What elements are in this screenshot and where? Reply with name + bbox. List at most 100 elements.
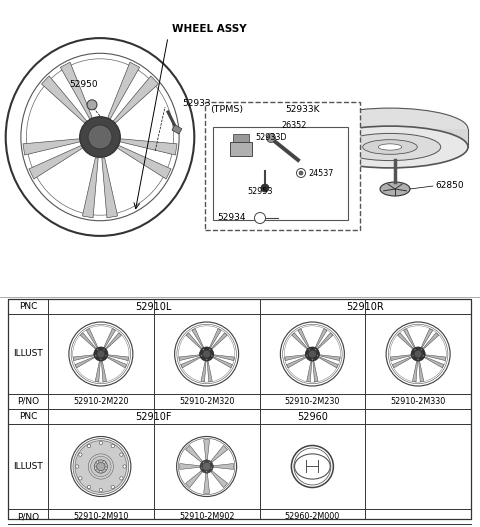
Bar	[306, 460, 307, 473]
Polygon shape	[117, 145, 171, 179]
Polygon shape	[204, 440, 210, 460]
Text: 52933D: 52933D	[255, 133, 287, 142]
Polygon shape	[201, 360, 206, 382]
Text: ILLUST: ILLUST	[13, 349, 43, 358]
Circle shape	[209, 462, 210, 463]
Circle shape	[71, 436, 131, 496]
Polygon shape	[424, 356, 444, 368]
Text: PNC: PNC	[19, 412, 37, 421]
Polygon shape	[292, 333, 308, 350]
Circle shape	[206, 359, 207, 360]
Polygon shape	[180, 464, 200, 470]
Circle shape	[120, 477, 123, 480]
Polygon shape	[83, 158, 98, 218]
Text: ILLUST: ILLUST	[13, 462, 43, 471]
Circle shape	[105, 355, 107, 356]
Text: 26352: 26352	[281, 121, 306, 130]
Text: 52910L: 52910L	[135, 301, 172, 311]
Polygon shape	[285, 355, 306, 360]
Bar	[233, 134, 249, 142]
Circle shape	[80, 117, 120, 157]
Polygon shape	[404, 329, 416, 348]
Polygon shape	[86, 329, 98, 348]
Polygon shape	[60, 62, 92, 119]
Bar	[172, 125, 182, 134]
Polygon shape	[212, 356, 232, 368]
Polygon shape	[209, 329, 221, 348]
Circle shape	[201, 467, 203, 469]
Polygon shape	[287, 356, 307, 368]
Circle shape	[87, 444, 91, 447]
Polygon shape	[316, 333, 333, 350]
Polygon shape	[392, 356, 413, 368]
Polygon shape	[307, 360, 312, 382]
Circle shape	[100, 471, 102, 473]
Circle shape	[203, 462, 204, 463]
Circle shape	[120, 453, 123, 456]
Circle shape	[317, 355, 318, 356]
Text: P/NO: P/NO	[17, 397, 39, 406]
Circle shape	[299, 171, 303, 175]
Circle shape	[69, 322, 133, 386]
Circle shape	[99, 489, 103, 492]
Circle shape	[200, 347, 214, 361]
Text: 52910-2M910: 52910-2M910	[73, 512, 129, 521]
Circle shape	[79, 477, 82, 480]
Polygon shape	[204, 473, 210, 493]
Circle shape	[266, 133, 276, 142]
Circle shape	[96, 461, 99, 463]
Circle shape	[254, 212, 265, 223]
Polygon shape	[107, 355, 129, 360]
Circle shape	[95, 467, 97, 470]
Circle shape	[97, 350, 105, 358]
Circle shape	[91, 456, 111, 477]
Bar	[318, 460, 319, 473]
Circle shape	[297, 169, 305, 178]
Text: 52933K: 52933K	[286, 105, 320, 114]
Circle shape	[315, 349, 316, 350]
Bar	[205, 102, 360, 230]
Circle shape	[79, 453, 82, 456]
Polygon shape	[108, 62, 140, 119]
Polygon shape	[421, 329, 433, 348]
Polygon shape	[319, 355, 340, 360]
Polygon shape	[313, 360, 318, 382]
Circle shape	[200, 460, 213, 473]
Circle shape	[111, 444, 114, 447]
Text: 52910-2M220: 52910-2M220	[73, 397, 129, 406]
Circle shape	[291, 445, 334, 487]
Bar	[8, 299, 471, 519]
Polygon shape	[186, 333, 203, 350]
Text: 52910-2M330: 52910-2M330	[391, 397, 446, 406]
Circle shape	[386, 322, 450, 386]
Circle shape	[305, 347, 319, 361]
Circle shape	[87, 100, 97, 110]
Text: 24537: 24537	[308, 169, 334, 178]
Polygon shape	[80, 333, 97, 350]
Circle shape	[88, 454, 113, 479]
Polygon shape	[213, 464, 233, 470]
Polygon shape	[298, 329, 310, 348]
Circle shape	[209, 349, 211, 350]
Text: 52933: 52933	[182, 100, 211, 109]
Circle shape	[414, 349, 416, 350]
Circle shape	[75, 465, 79, 468]
Text: 52910R: 52910R	[347, 301, 384, 311]
Circle shape	[73, 438, 129, 494]
Circle shape	[203, 349, 204, 350]
Circle shape	[96, 462, 105, 471]
Text: (TPMS): (TPMS)	[210, 105, 243, 114]
Circle shape	[312, 359, 313, 360]
Polygon shape	[105, 333, 121, 350]
Text: 52934: 52934	[217, 213, 245, 222]
Polygon shape	[207, 360, 212, 382]
Polygon shape	[211, 333, 227, 350]
Circle shape	[203, 462, 211, 471]
Text: 52910-2M320: 52910-2M320	[179, 397, 234, 406]
Polygon shape	[102, 158, 118, 218]
Circle shape	[306, 355, 308, 356]
Circle shape	[422, 355, 424, 356]
Circle shape	[103, 461, 105, 463]
Circle shape	[201, 355, 202, 356]
Polygon shape	[73, 355, 95, 360]
